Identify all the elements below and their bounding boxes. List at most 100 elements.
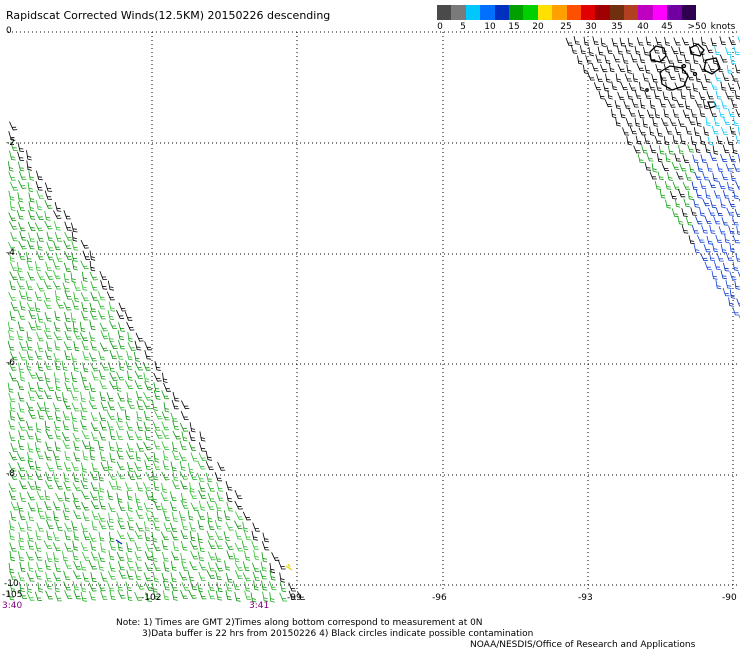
wind-barb xyxy=(126,561,135,571)
wind-barb xyxy=(694,99,703,108)
wind-barb xyxy=(100,572,108,582)
wind-barb xyxy=(136,500,143,511)
wind-barb xyxy=(153,480,160,491)
wind-barb xyxy=(679,163,687,172)
wind-barb xyxy=(653,44,660,54)
wind-barb xyxy=(655,82,663,91)
wind-barb xyxy=(718,180,726,190)
wind-barb xyxy=(143,391,152,401)
wind-barb xyxy=(716,135,723,145)
island-outline xyxy=(645,88,649,92)
wind-barb xyxy=(152,421,161,431)
wind-barb xyxy=(17,440,25,450)
wind-barb xyxy=(62,551,69,562)
wind-barb xyxy=(658,145,665,155)
wind-barb xyxy=(64,330,72,341)
wind-barb xyxy=(124,311,133,321)
legend-label: 0 xyxy=(437,22,443,32)
wind-barb xyxy=(695,117,702,127)
wind-barb xyxy=(43,280,52,290)
wind-barb xyxy=(705,45,714,54)
wind-barb xyxy=(108,512,114,524)
wind-barb xyxy=(134,370,143,380)
wind-barb xyxy=(71,260,78,271)
wind-barb xyxy=(197,520,205,530)
wind-barb xyxy=(72,550,79,561)
wind-barb xyxy=(9,150,16,161)
lon-label-minus93: -93 xyxy=(578,593,593,603)
wind-barb xyxy=(198,500,206,511)
wind-barb xyxy=(135,581,145,590)
wind-barb xyxy=(681,64,687,75)
wind-barb xyxy=(79,321,86,333)
wind-barb xyxy=(91,520,98,531)
wind-barb xyxy=(604,99,613,108)
wind-barb xyxy=(25,291,32,302)
wind-barb xyxy=(118,501,126,511)
wind-barb xyxy=(144,452,153,462)
wind-barb xyxy=(725,252,733,261)
wind-barb xyxy=(725,46,732,56)
wind-barb xyxy=(684,100,691,110)
wind-barb xyxy=(89,491,98,501)
wind-barb xyxy=(116,430,124,440)
wind-barb xyxy=(682,154,690,164)
wind-barb xyxy=(26,520,32,531)
wind-barb xyxy=(253,580,259,591)
wind-barb xyxy=(109,531,115,543)
wind-barb xyxy=(16,280,25,290)
wind-barb xyxy=(108,550,115,561)
wind-barb xyxy=(90,572,97,583)
legend-label: 20 xyxy=(532,22,544,32)
wind-barb xyxy=(169,522,178,532)
wind-barb xyxy=(162,580,170,591)
wind-barb xyxy=(107,420,114,431)
wind-barb xyxy=(736,225,740,235)
wind-barb xyxy=(189,490,198,500)
wind-barb xyxy=(88,391,96,402)
wind-barb xyxy=(53,220,61,231)
wind-barb xyxy=(163,522,171,532)
wind-barb xyxy=(63,262,72,272)
wind-barb xyxy=(674,82,683,91)
wind-barb xyxy=(73,361,79,372)
wind-barb xyxy=(127,520,135,531)
wind-barb xyxy=(705,116,711,127)
wind-barb xyxy=(34,222,44,232)
wind-barb xyxy=(143,572,152,582)
wind-barb xyxy=(80,410,87,421)
wind-barb xyxy=(90,341,98,351)
wind-barb xyxy=(253,550,260,561)
wind-barb xyxy=(207,561,215,572)
wind-barb xyxy=(720,270,727,280)
wind-barb xyxy=(135,451,142,462)
wind-barb xyxy=(126,570,134,580)
wind-barb xyxy=(116,412,123,423)
wind-barb xyxy=(18,430,25,440)
wind-barb xyxy=(17,192,24,203)
wind-barb xyxy=(117,541,124,552)
wind-barb xyxy=(161,471,170,481)
wind-barb xyxy=(170,461,177,472)
wind-barb xyxy=(97,582,106,592)
wind-barb xyxy=(703,126,710,136)
wind-barb xyxy=(55,480,64,490)
wind-barb xyxy=(641,144,648,154)
wind-barb xyxy=(46,341,53,352)
wind-barb xyxy=(17,310,26,320)
wind-barb xyxy=(107,582,115,592)
wind-barb xyxy=(725,280,732,289)
wind-barb xyxy=(676,99,684,108)
wind-barb xyxy=(88,352,97,362)
wind-barb xyxy=(672,109,680,118)
wind-barb xyxy=(43,401,50,412)
legend-swatch xyxy=(667,5,683,20)
wind-barb xyxy=(565,37,573,46)
wind-barb xyxy=(232,580,240,590)
wind-barb xyxy=(34,390,44,400)
wind-barb xyxy=(189,482,195,493)
wind-barb xyxy=(171,450,180,460)
wind-barb xyxy=(702,172,710,181)
wind-barb xyxy=(162,372,168,383)
wind-barb xyxy=(153,500,162,510)
